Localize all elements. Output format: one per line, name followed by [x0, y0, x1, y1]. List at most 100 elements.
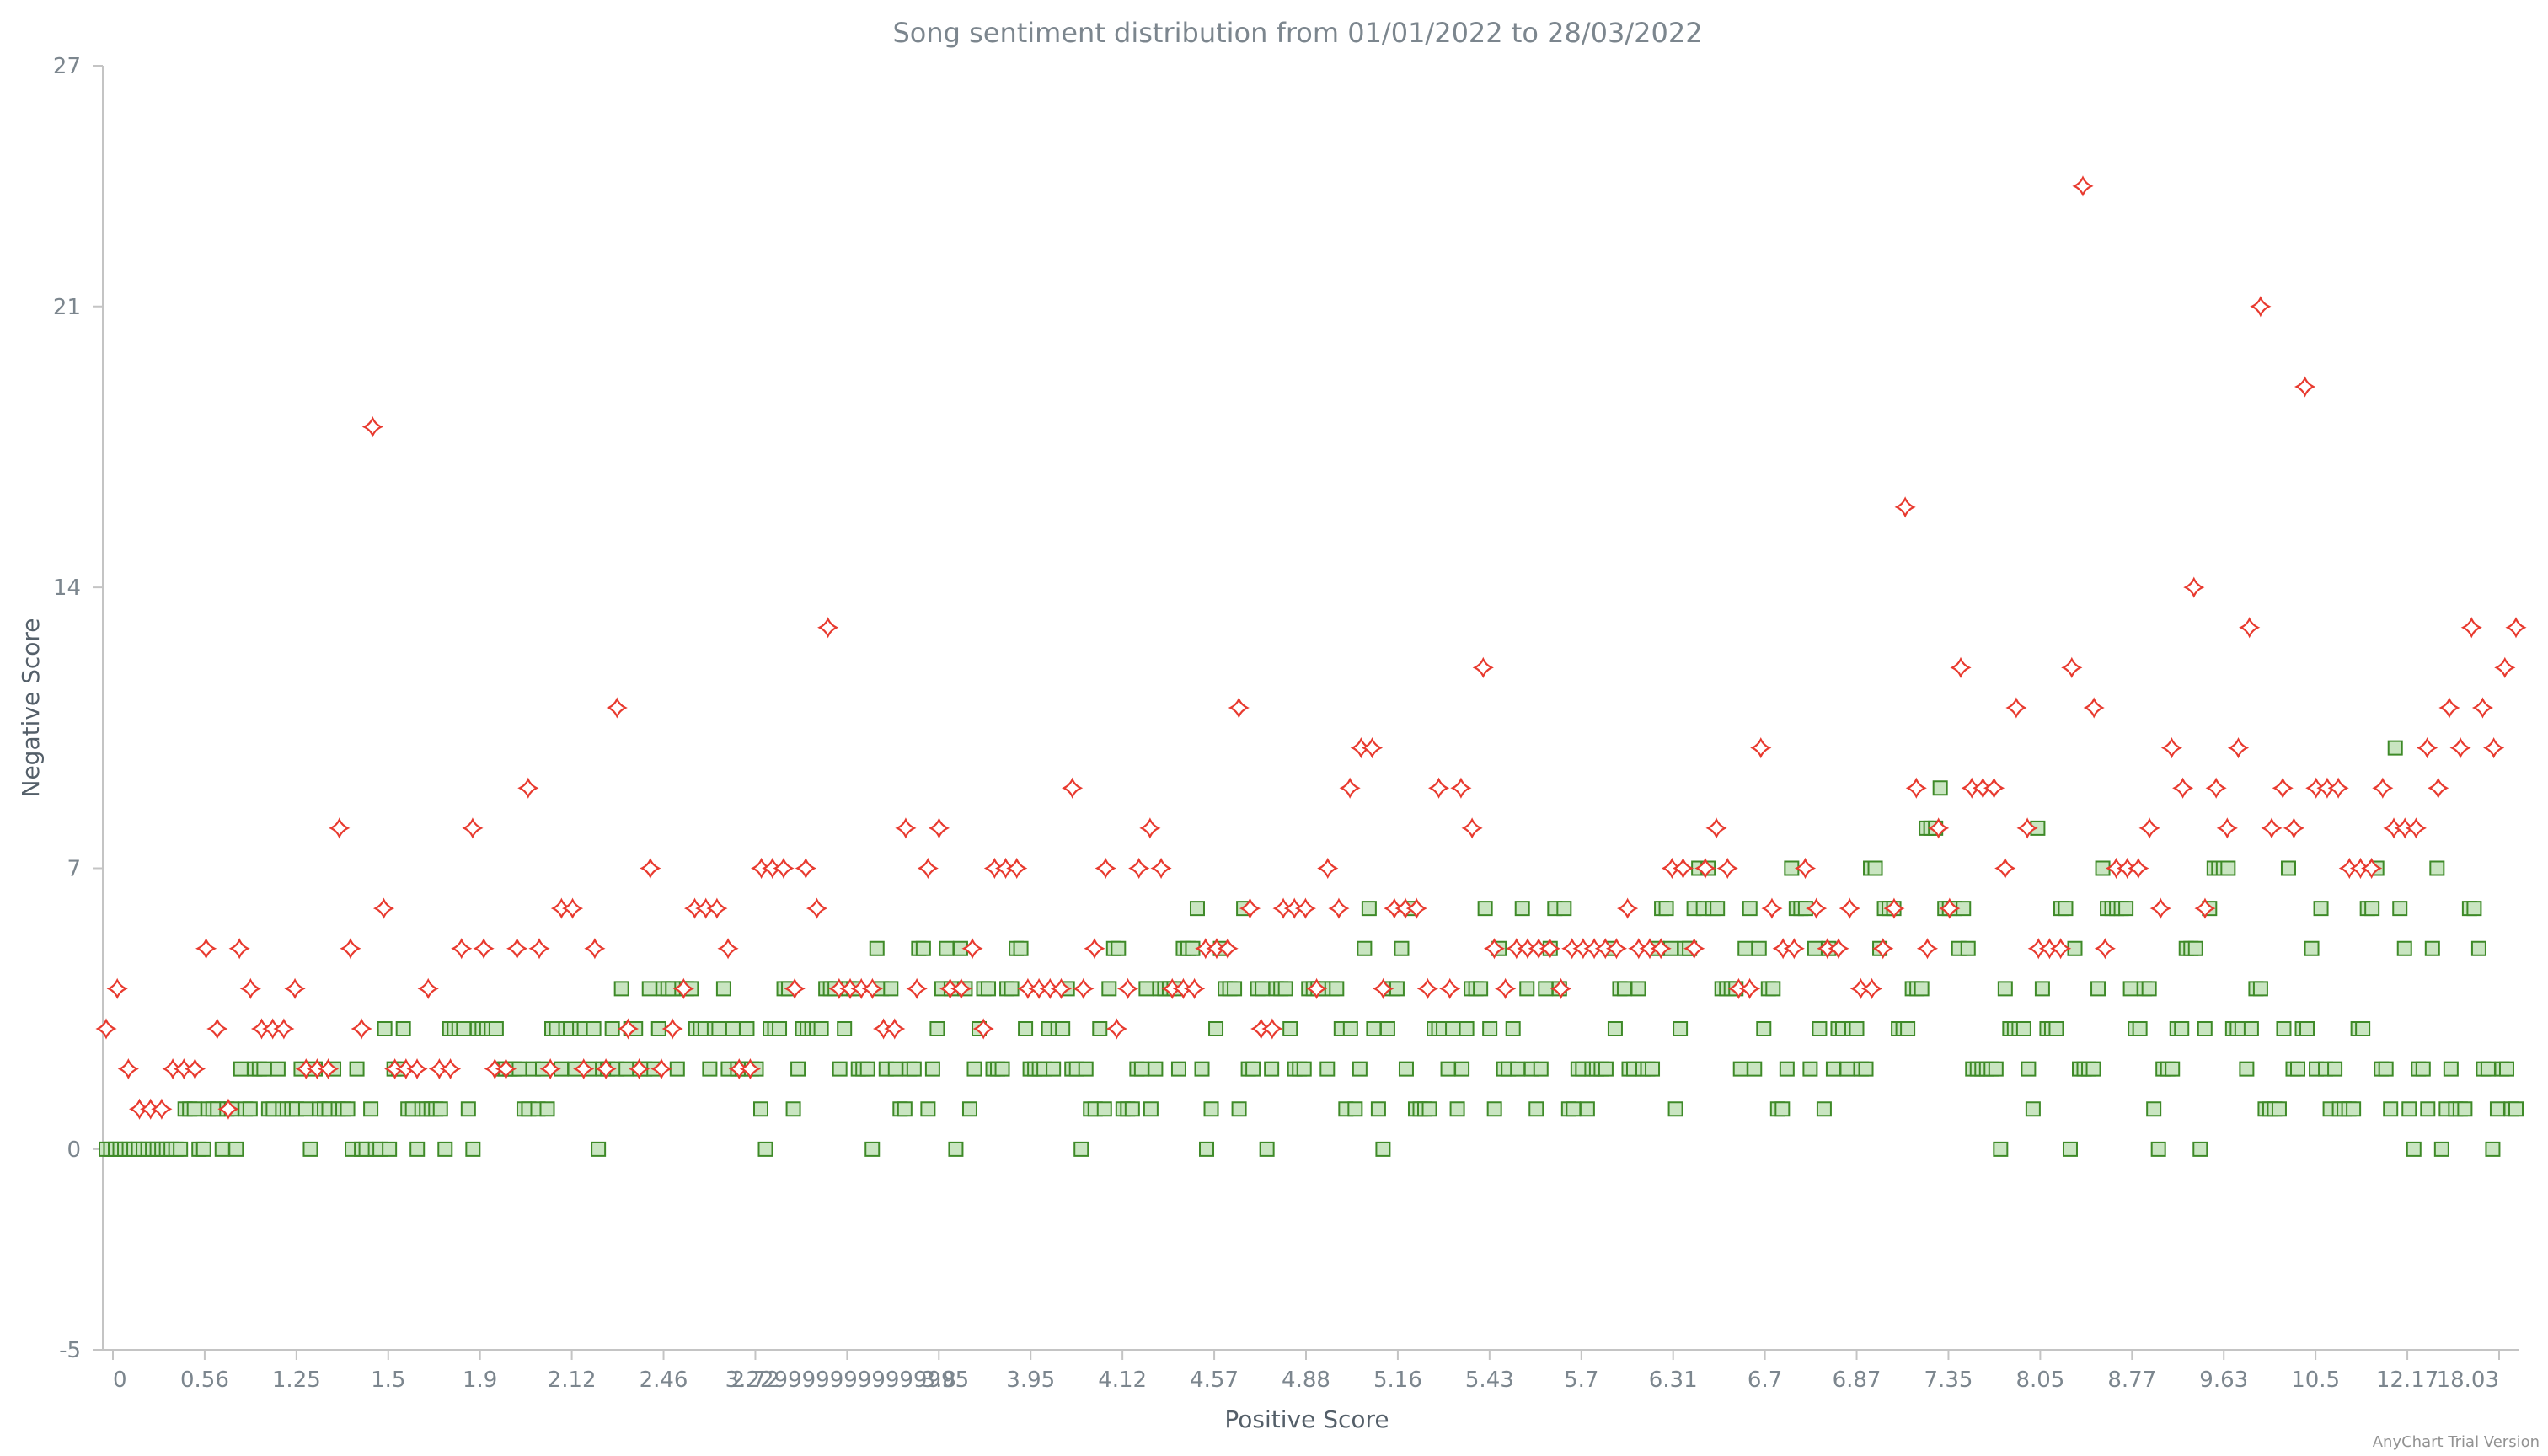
negative-point — [672, 977, 694, 999]
positive-point — [228, 1141, 244, 1157]
positive-point — [2466, 901, 2482, 917]
positive-point — [1133, 1061, 1149, 1077]
x-tick-label: 3.2299999999999995 — [725, 1368, 969, 1393]
positive-point — [395, 1021, 411, 1036]
credits-label: AnyChart Trial Version — [2372, 1433, 2540, 1451]
negative-point — [706, 897, 728, 919]
negative-point — [372, 897, 395, 919]
positive-point — [2132, 1021, 2148, 1036]
negative-point — [284, 977, 306, 999]
negative-point — [2428, 777, 2449, 799]
positive-point — [1055, 1021, 1071, 1036]
y-tick-label: 14 — [53, 575, 81, 601]
positive-point — [1566, 1101, 1582, 1117]
positive-point — [2197, 1021, 2213, 1036]
positive-point — [1194, 1061, 1210, 1077]
negative-point — [2372, 777, 2394, 799]
positive-point — [2034, 981, 2050, 997]
positive-point — [432, 1101, 448, 1117]
positive-point — [2364, 901, 2380, 917]
positive-point — [2276, 1021, 2292, 1036]
positive-point — [1607, 1021, 1623, 1036]
negative-point — [1483, 938, 1506, 960]
x-tick-label: 2.46 — [640, 1368, 688, 1393]
y-axis: -5 0 7 14 21 27 — [53, 54, 104, 1363]
negative-point — [106, 977, 128, 999]
negative-point — [1872, 938, 1894, 960]
positive-point — [2062, 1141, 2078, 1157]
positive-point — [961, 1101, 977, 1117]
negative-point — [1228, 697, 1250, 719]
positive-point — [2489, 1101, 2505, 1117]
negative-point — [1339, 777, 1361, 799]
negative-point — [1139, 817, 1161, 839]
x-tick-label: 7.35 — [1924, 1368, 1973, 1393]
positive-point — [2299, 1021, 2315, 1036]
positive-point — [1616, 981, 1632, 997]
negative-point — [806, 897, 828, 919]
positive-point — [1208, 1021, 1224, 1036]
x-tick-label: 9.63 — [2199, 1368, 2248, 1393]
positive-point — [1449, 1101, 1465, 1117]
positive-point — [1858, 1061, 1874, 1077]
negative-point — [895, 817, 917, 839]
positive-point — [1148, 1061, 1164, 1077]
negative-point — [1705, 817, 1727, 839]
positive-point — [711, 1021, 727, 1036]
x-tick-label: 4.12 — [1098, 1368, 1147, 1393]
positive-point — [410, 1141, 426, 1157]
x-tick-label: 1.5 — [371, 1368, 405, 1393]
negative-point — [1328, 897, 1350, 919]
x-tick-label: 18.03 — [2437, 1368, 2499, 1393]
negative-point — [206, 1018, 228, 1040]
negative-point — [2261, 817, 2283, 839]
positive-point — [1514, 901, 1530, 917]
negative-point — [1317, 857, 1339, 880]
positive-point — [669, 1061, 685, 1077]
negative-point — [1994, 857, 2016, 880]
positive-point — [1421, 1101, 1437, 1117]
negative-point — [1084, 938, 1105, 960]
negative-point — [2361, 857, 2383, 880]
positive-point — [1667, 1101, 1684, 1117]
positive-point — [2025, 1101, 2041, 1117]
positive-point — [715, 981, 731, 997]
negative-point — [1495, 977, 1517, 999]
negative-point — [351, 1018, 372, 1040]
positive-point — [739, 1021, 755, 1036]
positive-point — [1375, 1141, 1391, 1157]
negative-point — [1461, 817, 1483, 839]
positive-point — [1092, 1021, 1108, 1036]
positive-point — [1124, 1101, 1140, 1117]
positive-point — [1742, 901, 1758, 917]
positive-point — [1379, 1021, 1395, 1036]
positive-point — [2280, 860, 2296, 876]
negative-point — [650, 1058, 672, 1080]
negative-point — [2149, 897, 2171, 919]
positive-point — [994, 1061, 1010, 1077]
negative-point — [1184, 977, 1206, 999]
positive-point — [1473, 981, 1489, 997]
negative-point — [1105, 1018, 1127, 1040]
negative-point — [2050, 938, 2072, 960]
positive-point — [2401, 1101, 2417, 1117]
negative-point — [462, 817, 484, 839]
negative-point — [861, 977, 883, 999]
positive-point — [859, 1061, 875, 1077]
positive-point — [2174, 1021, 2190, 1036]
positive-point — [1078, 1061, 1094, 1077]
positive-point — [966, 1061, 982, 1077]
negative-point — [228, 938, 250, 960]
negative-point — [1062, 777, 1084, 799]
positive-point — [924, 1061, 940, 1077]
positive-point — [465, 1141, 481, 1157]
positive-point — [1533, 1061, 1549, 1077]
negative-point — [318, 1058, 340, 1080]
positive-point — [1170, 1061, 1186, 1077]
negative-point — [573, 1058, 595, 1080]
positive-point — [1505, 1021, 1521, 1036]
positive-point — [1361, 901, 1377, 917]
positive-point — [915, 940, 931, 956]
positive-point — [2239, 1061, 2255, 1077]
positive-point — [2485, 1141, 2501, 1157]
